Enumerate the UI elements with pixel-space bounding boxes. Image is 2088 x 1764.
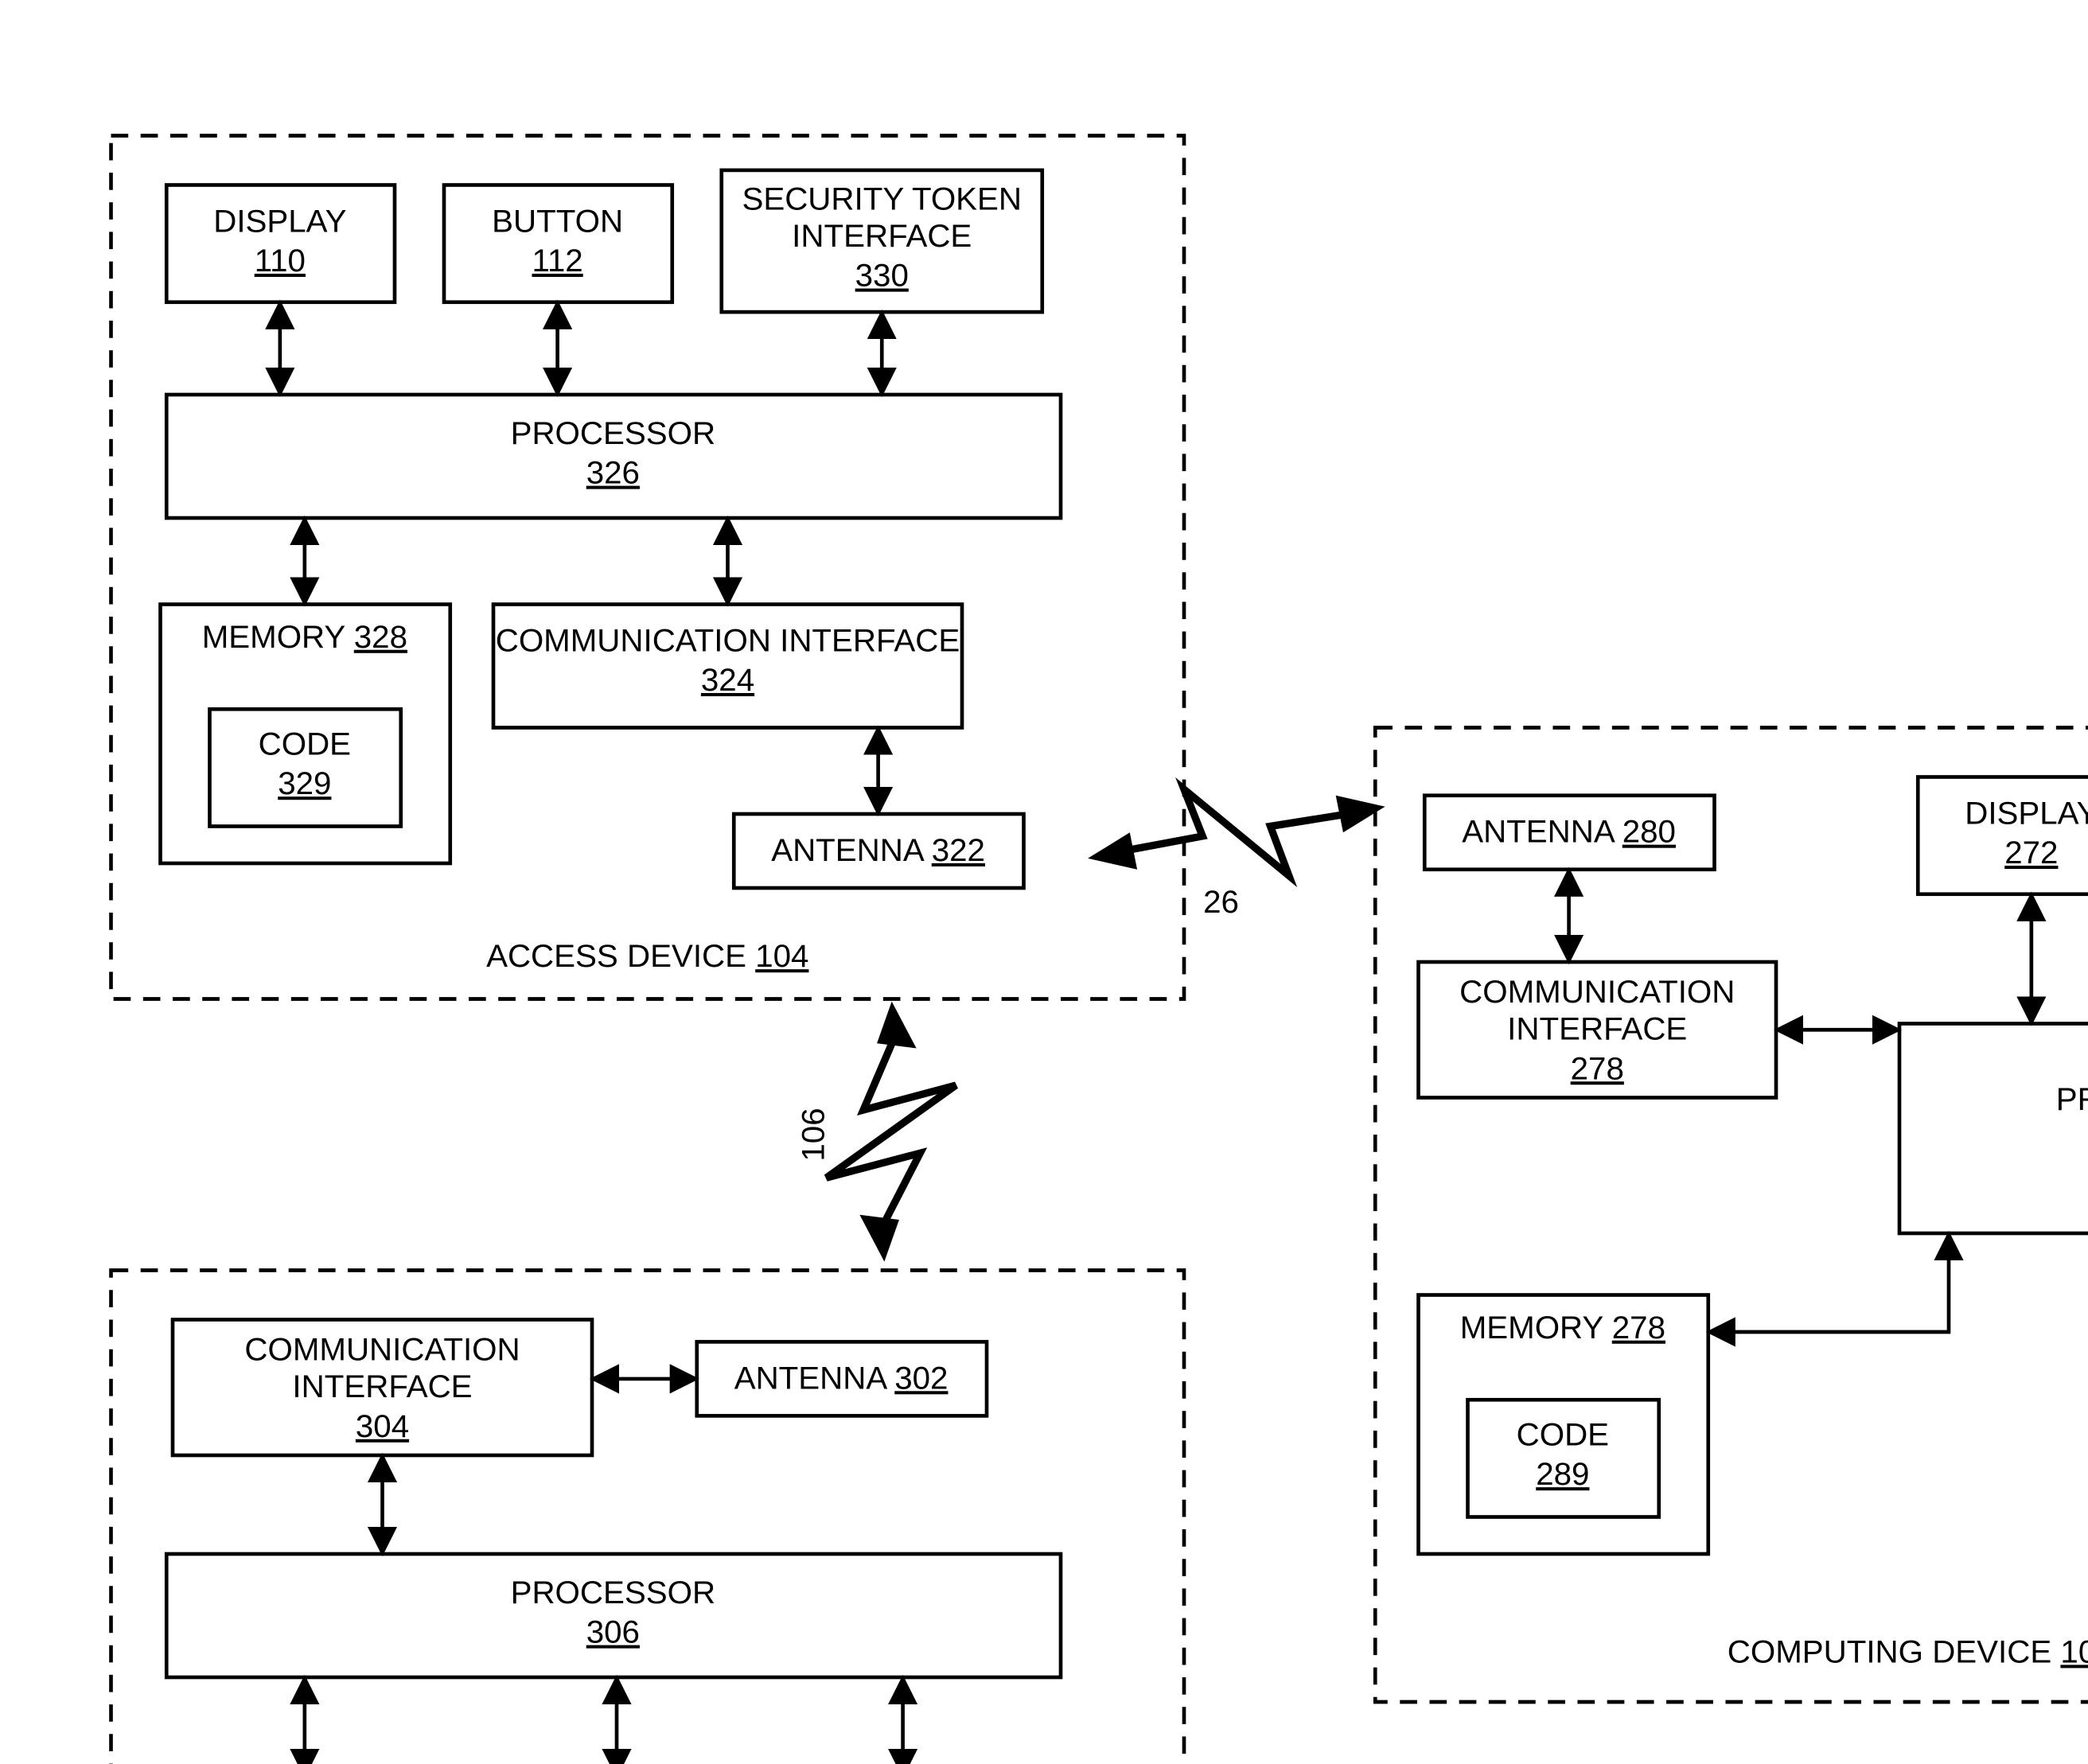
access-antenna-label: ANTENNA 322 [771,832,985,868]
access-device-title: ACCESS DEVICE 104 [486,938,808,974]
mobile-commif-label2: INTERFACE [292,1369,472,1404]
mobile-device-group: MOBILE DEVICE 100 COMMUNICATION INTERFAC… [111,1271,1185,1764]
computing-device-title: COMPUTING DEVICE 10 [1728,1634,2088,1669]
access-display-ref: 110 [255,243,306,278]
access-code-label: CODE [259,726,351,762]
access-button-ref: 112 [532,243,582,278]
mobile-antenna-label: ANTENNA 302 [734,1360,949,1396]
computing-commif-label2: INTERFACE [1507,1011,1687,1047]
access-device-group: ACCESS DEVICE 104 DISPLAY 110 BUTTON 112… [111,136,1185,999]
link-106-label: 106 [795,1108,831,1161]
access-sectoken-ref: 330 [855,258,909,294]
mobile-commif-label1: COMMUNICATION [244,1332,520,1368]
computing-processor-box [1899,1024,2088,1234]
access-commif-label: COMMUNICATION INTERFACE [496,622,960,658]
computing-code-ref: 289 [1536,1456,1589,1492]
access-button-label: BUTTON [492,203,623,239]
computing-display-ref: 272 [2004,835,2058,870]
mobile-processor-ref: 306 [586,1614,640,1650]
computing-processor-label: PROCESSOR [2056,1081,2088,1117]
computing-commif-ref: 278 [1571,1050,1624,1086]
link-106: 106 [795,1002,956,1262]
arrow-computing-memory-proc [1708,1233,1949,1332]
mobile-processor-label: PROCESSOR [511,1575,716,1610]
access-processor-ref: 326 [586,455,640,491]
diagram-root: ACCESS DEVICE 104 DISPLAY 110 BUTTON 112… [0,0,2088,1764]
access-sectoken-label1: SECURITY TOKEN [742,181,1022,217]
access-code-ref: 329 [278,765,331,801]
computing-display-label: DISPLAY [1965,795,2088,831]
link-26-label: 26 [1203,884,1239,920]
access-sectoken-label2: INTERFACE [792,218,972,254]
computing-antenna-label: ANTENNA 280 [1462,814,1676,850]
access-commif-ref: 324 [701,662,754,698]
computing-device-group: COMPUTING DEVICE 10 ANTENNA 280 DISPLAY … [1375,728,2088,1703]
link-26: 26 [1088,789,1385,920]
mobile-commif-ref: 304 [356,1408,409,1444]
access-processor-label: PROCESSOR [511,415,716,451]
access-memory-label: MEMORY 328 [202,619,407,655]
computing-memory-label: MEMORY 278 [1460,1310,1665,1345]
computing-code-label: CODE [1517,1417,1609,1453]
computing-commif-label1: COMMUNICATION [1459,974,1735,1010]
access-display-label: DISPLAY [213,203,346,239]
